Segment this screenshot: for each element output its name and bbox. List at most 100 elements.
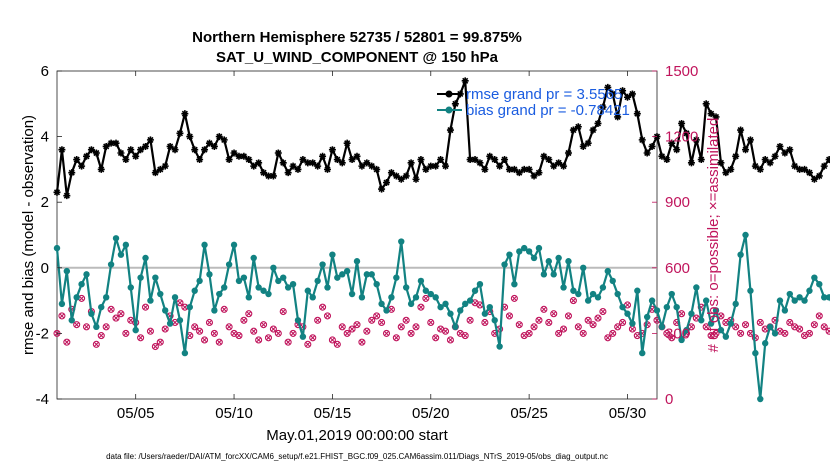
- y-axis-right-label: # of obs: o=possible; ×=assimilated: [705, 118, 722, 353]
- obs-possible-point: [240, 316, 248, 324]
- rmse-point: [186, 133, 194, 141]
- rmse-point: [151, 169, 159, 177]
- obs-assimilated-point: [408, 330, 414, 336]
- obs-assimilated-point: [762, 326, 768, 332]
- rmse-point: [210, 142, 218, 150]
- bias-point: [107, 261, 115, 268]
- bias-point: [132, 326, 139, 334]
- obs-possible-point: [407, 329, 415, 337]
- bias-point: [757, 395, 764, 403]
- rmse-point: [756, 165, 764, 173]
- x-axis: 05/05 05/10 05/15 05/20 05/25 05/30: [117, 71, 646, 422]
- obs-possible-point: [810, 321, 818, 329]
- obs-possible-point: [609, 329, 617, 337]
- rmse-point: [73, 156, 81, 164]
- obs-possible-point: [663, 329, 671, 337]
- bias-point: [383, 307, 390, 314]
- bias-point: [280, 274, 287, 281]
- obs-possible-point: [741, 321, 750, 329]
- bias-point: [388, 294, 395, 301]
- obs-assimilated-point: [98, 332, 104, 339]
- rmse-point: [796, 165, 804, 173]
- obs-assimilated-point: [315, 317, 321, 323]
- rmse-point: [712, 113, 720, 121]
- obs-assimilated-point: [703, 324, 709, 330]
- obs-assimilated-point: [590, 322, 596, 328]
- bias-point: [157, 290, 164, 298]
- obs-possible-point: [422, 294, 430, 302]
- obs-possible-point: [510, 294, 518, 302]
- rmse-point: [323, 165, 331, 173]
- bias-point: [816, 281, 823, 288]
- bias-point: [722, 333, 730, 340]
- obs-possible-point: [737, 329, 745, 337]
- bias-point: [516, 248, 523, 255]
- bias-point: [393, 274, 400, 281]
- obs-assimilated-point: [108, 306, 114, 312]
- rmse-point: [461, 77, 469, 85]
- obs-assimilated-point: [187, 332, 193, 339]
- rmse-point: [530, 172, 538, 180]
- obs-possible-point: [432, 334, 440, 342]
- bias-point: [629, 320, 636, 327]
- obs-possible-point: [579, 329, 587, 337]
- bias-point: [550, 271, 557, 278]
- obs-assimilated-point: [506, 313, 513, 319]
- rmse-point: [378, 185, 386, 193]
- x-tick-label: 05/05: [117, 405, 155, 422]
- bias-point: [191, 287, 198, 294]
- data-file-footer: data file: /Users/raeder/DAI/ATM_forcXX/…: [106, 452, 608, 461]
- obs-possible-point: [668, 334, 676, 342]
- y-axis-label: rmse and bias (model - observation): [20, 115, 37, 355]
- obs-possible-point: [92, 340, 100, 348]
- bias-point: [575, 290, 582, 298]
- obs-assimilated-point: [329, 337, 335, 343]
- rmse-point: [284, 169, 292, 177]
- obs-assimilated-point: [369, 317, 375, 323]
- rmse-point: [161, 162, 169, 170]
- bias-point: [353, 258, 361, 265]
- rmse-point: [97, 165, 105, 173]
- rmse-point: [574, 123, 582, 131]
- bias-point: [314, 277, 321, 285]
- obs-possible-point: [786, 318, 794, 327]
- rmse-point: [525, 165, 533, 173]
- obs-assimilated-point: [398, 324, 404, 330]
- rmse-point: [742, 146, 750, 154]
- obs-assimilated-point: [615, 324, 621, 330]
- bias-point: [673, 303, 680, 311]
- bias-point: [781, 307, 789, 314]
- rmse-point: [820, 162, 828, 170]
- bias-point: [511, 281, 518, 288]
- rmse-point: [687, 159, 695, 167]
- obs-assimilated-point: [826, 328, 830, 334]
- rmse-point: [264, 172, 272, 180]
- rmse-point: [569, 126, 577, 134]
- bias-point: [294, 317, 302, 324]
- bias-point: [398, 238, 405, 245]
- bias-point: [707, 320, 715, 327]
- obs-possible-point: [269, 325, 277, 333]
- rmse-point: [673, 146, 681, 154]
- rmse-point: [112, 139, 120, 147]
- bias-point: [683, 326, 690, 334]
- bias-point: [88, 310, 95, 317]
- rmse-point: [309, 159, 317, 167]
- obs-possible-point: [323, 312, 332, 320]
- obs-possible-point: [358, 338, 366, 346]
- y-right-tick-label: 600: [665, 260, 690, 277]
- obs-possible-point: [373, 312, 381, 320]
- rmse-point: [166, 142, 174, 150]
- obs-assimilated-point: [580, 330, 586, 336]
- bias-point: [545, 258, 553, 265]
- chart-subtitle: SAT_U_WIND_COMPONENT @ 150 hPa: [216, 49, 499, 66]
- y-right-tick-label: 900: [665, 194, 690, 211]
- obs-assimilated-point: [679, 311, 685, 317]
- bias-point: [565, 258, 572, 265]
- rmse-point: [751, 162, 759, 170]
- obs-assimilated-point: [757, 319, 763, 326]
- obs-assimilated-point: [275, 330, 281, 336]
- rmse-point: [446, 126, 454, 134]
- obs-assimilated-point: [738, 330, 744, 336]
- bias-point: [289, 281, 297, 288]
